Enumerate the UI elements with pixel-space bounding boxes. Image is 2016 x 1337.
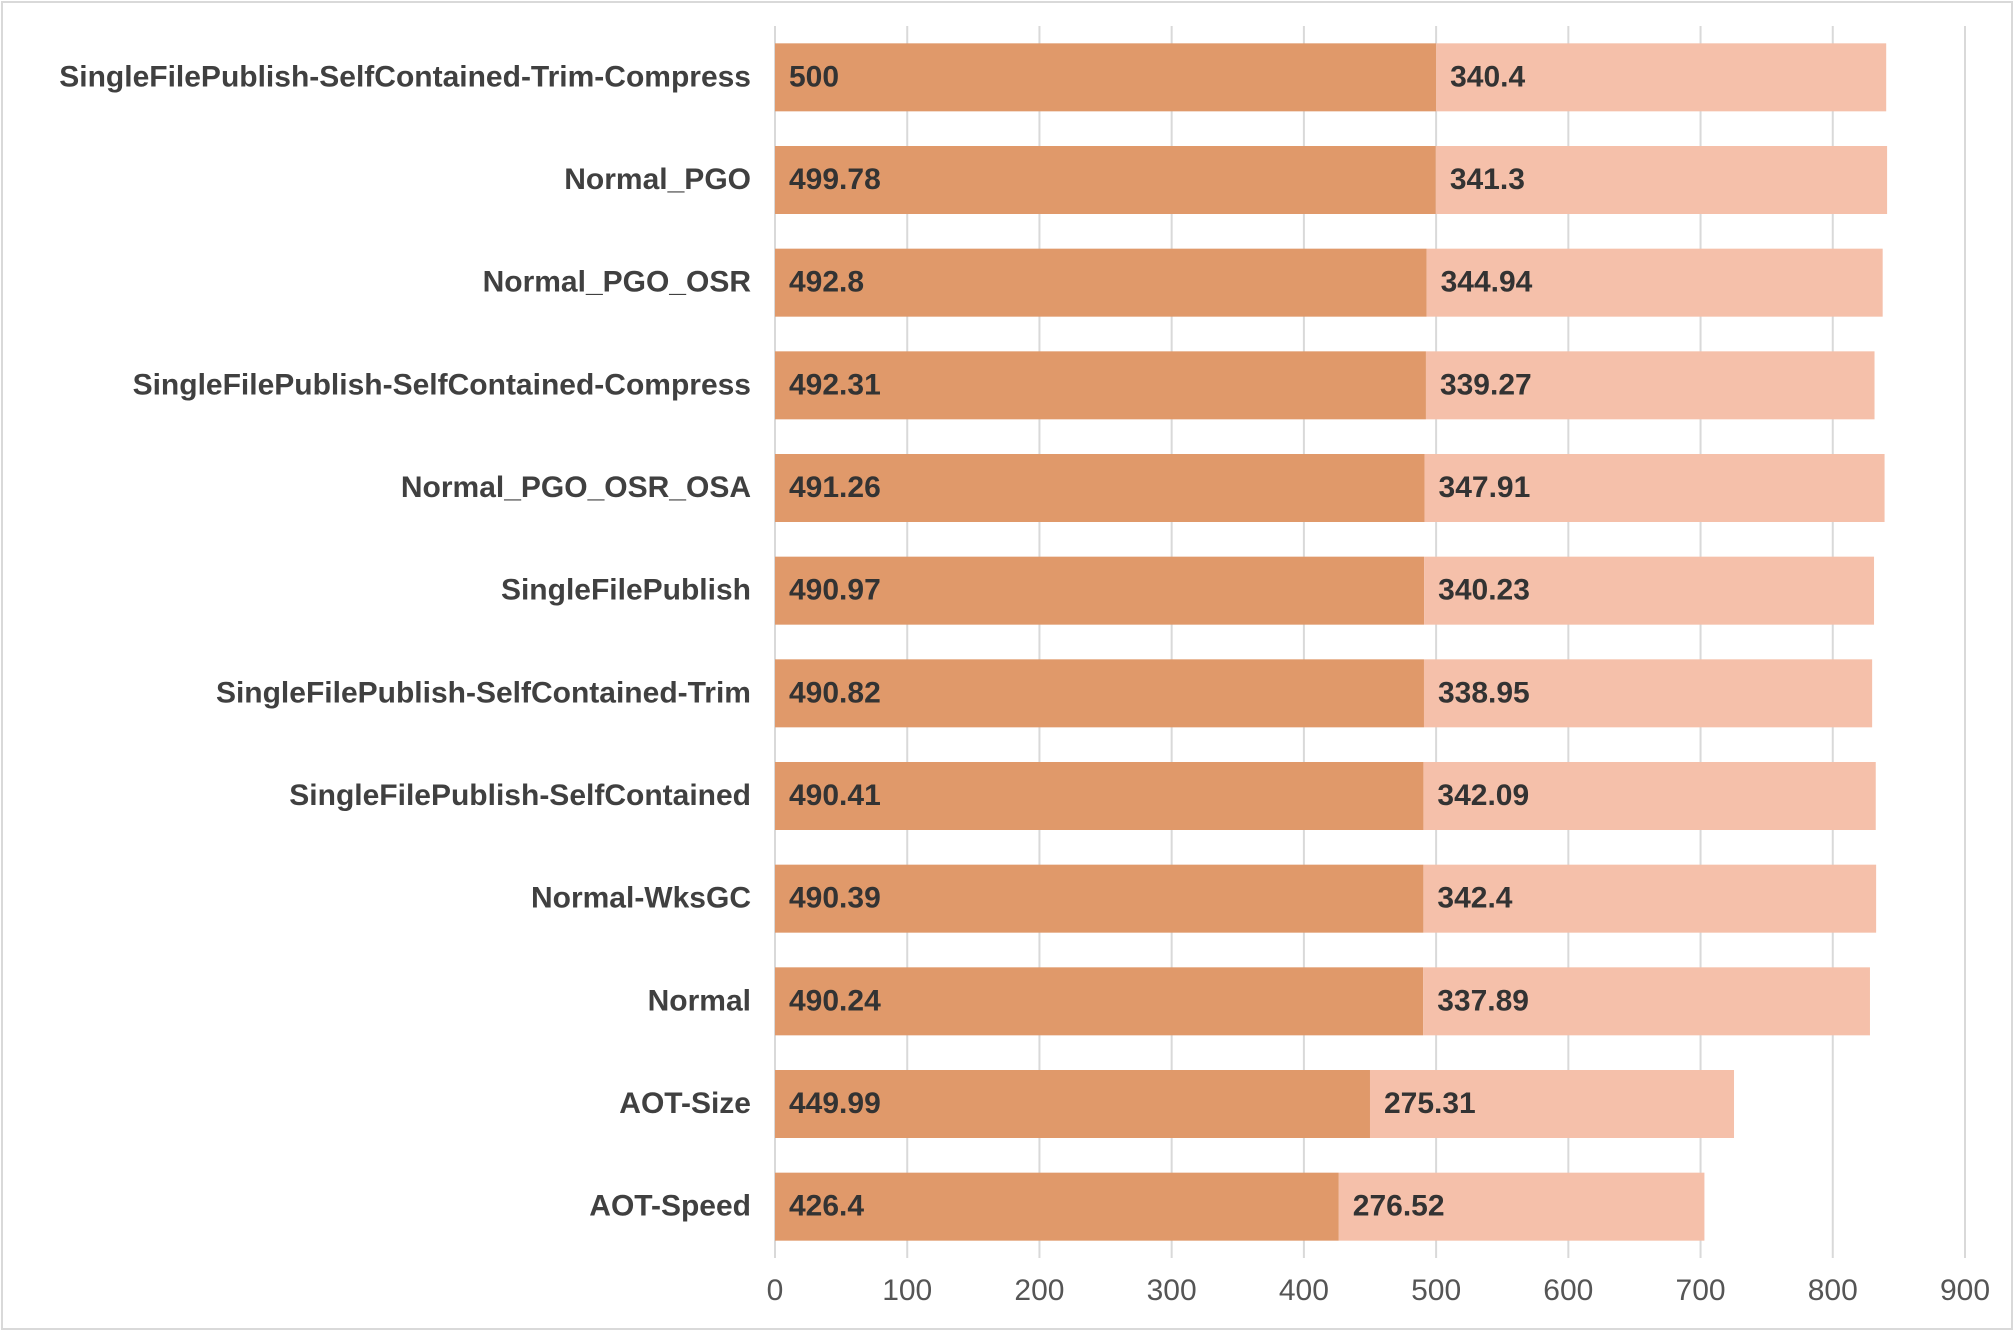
- x-tick-label: 700: [1676, 1274, 1726, 1307]
- data-label-series-2: 338.95: [1438, 676, 1530, 709]
- x-tick-label: 800: [1808, 1274, 1858, 1307]
- bar-series-2: [1423, 864, 1877, 933]
- bar-series-2: [1423, 762, 1876, 830]
- bar-series-2: [1369, 1070, 1735, 1138]
- bar-series-2: [1435, 146, 1888, 214]
- category-label: AOT-Size: [619, 1087, 751, 1120]
- data-labels: 500 340.4 499.78 341.3 492.8 344.94 492.31 339.…: [789, 60, 1533, 1222]
- bar-series-2: [1436, 43, 1887, 112]
- data-label-series-2: 341.3: [1450, 163, 1525, 196]
- data-label-series-2: 340.23: [1438, 574, 1530, 607]
- x-tick-label: 0: [767, 1274, 784, 1307]
- x-tick-label: 200: [1014, 1274, 1064, 1307]
- data-label-series-1: 492.8: [789, 266, 864, 299]
- data-label-series-2: 344.94: [1441, 266, 1533, 299]
- bar-series-2: [1425, 351, 1875, 420]
- bar-series-2: [1338, 1172, 1705, 1241]
- data-label-series-2: 275.31: [1384, 1087, 1476, 1120]
- bar-series-2: [1424, 556, 1875, 625]
- x-tick-label: 900: [1940, 1274, 1990, 1307]
- bar-series-1: [775, 967, 1424, 1036]
- data-label-series-1: 500: [789, 60, 839, 93]
- bar-series-1: [775, 1172, 1339, 1241]
- bars: [775, 43, 1888, 1241]
- bar-series-2: [1426, 248, 1883, 317]
- bar-series-1: [775, 659, 1424, 728]
- data-label-series-1: 490.97: [789, 574, 881, 607]
- category-label: Normal-WksGC: [531, 882, 751, 915]
- data-label-series-1: 492.31: [789, 368, 881, 401]
- data-label-series-1: 490.24: [789, 984, 881, 1017]
- bar-series-1: [775, 248, 1427, 317]
- category-label: AOT-Speed: [589, 1190, 751, 1223]
- data-label-series-1: 490.41: [789, 779, 881, 812]
- data-label-series-1: 426.4: [789, 1190, 864, 1223]
- x-tick-label: 100: [882, 1274, 932, 1307]
- bar-series-1: [775, 762, 1424, 830]
- category-label: SingleFilePublish-SelfContained-Trim-Com…: [59, 60, 751, 93]
- category-label: Normal: [648, 984, 751, 1017]
- category-label: SingleFilePublish-SelfContained-Trim: [216, 676, 751, 709]
- value-axis: 0 100 200 300 400 500 600 700 800 900: [767, 1274, 1990, 1307]
- data-label-series-1: 491.26: [789, 471, 881, 504]
- bar-series-2: [1423, 967, 1870, 1036]
- category-label: Normal_PGO_OSR_OSA: [401, 471, 751, 504]
- bar-series-1: [775, 864, 1424, 933]
- bar-series-1: [775, 454, 1425, 522]
- bar-series-1: [775, 1070, 1370, 1138]
- data-label-series-2: 339.27: [1440, 368, 1532, 401]
- bar-series-1: [775, 146, 1436, 214]
- stacked-bar-chart: 500 340.4 499.78 341.3 492.8 344.94 492.31 339.…: [59, 26, 1990, 1307]
- bar-series-1: [775, 351, 1426, 420]
- data-label-series-1: 490.39: [789, 882, 881, 915]
- x-tick-label: 500: [1411, 1274, 1461, 1307]
- category-axis: SingleFilePublish-SelfContained-Trim-Com…: [59, 60, 751, 1222]
- data-label-series-1: 449.99: [789, 1087, 881, 1120]
- data-label-series-2: 342.4: [1437, 882, 1512, 915]
- x-tick-label: 400: [1279, 1274, 1329, 1307]
- data-label-series-2: 276.52: [1353, 1190, 1445, 1223]
- data-label-series-2: 342.09: [1437, 779, 1529, 812]
- bar-series-2: [1423, 659, 1873, 728]
- category-label: Normal_PGO_OSR: [483, 266, 752, 299]
- data-label-series-2: 337.89: [1437, 984, 1529, 1017]
- x-tick-label: 300: [1147, 1274, 1197, 1307]
- data-label-series-1: 499.78: [789, 163, 881, 196]
- category-label: Normal_PGO: [564, 163, 751, 196]
- gridlines: [774, 26, 1966, 1258]
- bar-series-1: [775, 43, 1437, 112]
- category-label: SingleFilePublish-SelfContained: [289, 779, 751, 812]
- x-tick-label: 600: [1543, 1274, 1593, 1307]
- data-label-series-2: 347.91: [1439, 471, 1531, 504]
- bar-series-1: [775, 556, 1425, 625]
- bar-series-2: [1424, 454, 1885, 522]
- data-label-series-1: 490.82: [789, 676, 881, 709]
- category-label: SingleFilePublish-SelfContained-Compress: [133, 368, 751, 401]
- data-label-series-2: 340.4: [1450, 60, 1525, 93]
- category-label: SingleFilePublish: [501, 574, 751, 607]
